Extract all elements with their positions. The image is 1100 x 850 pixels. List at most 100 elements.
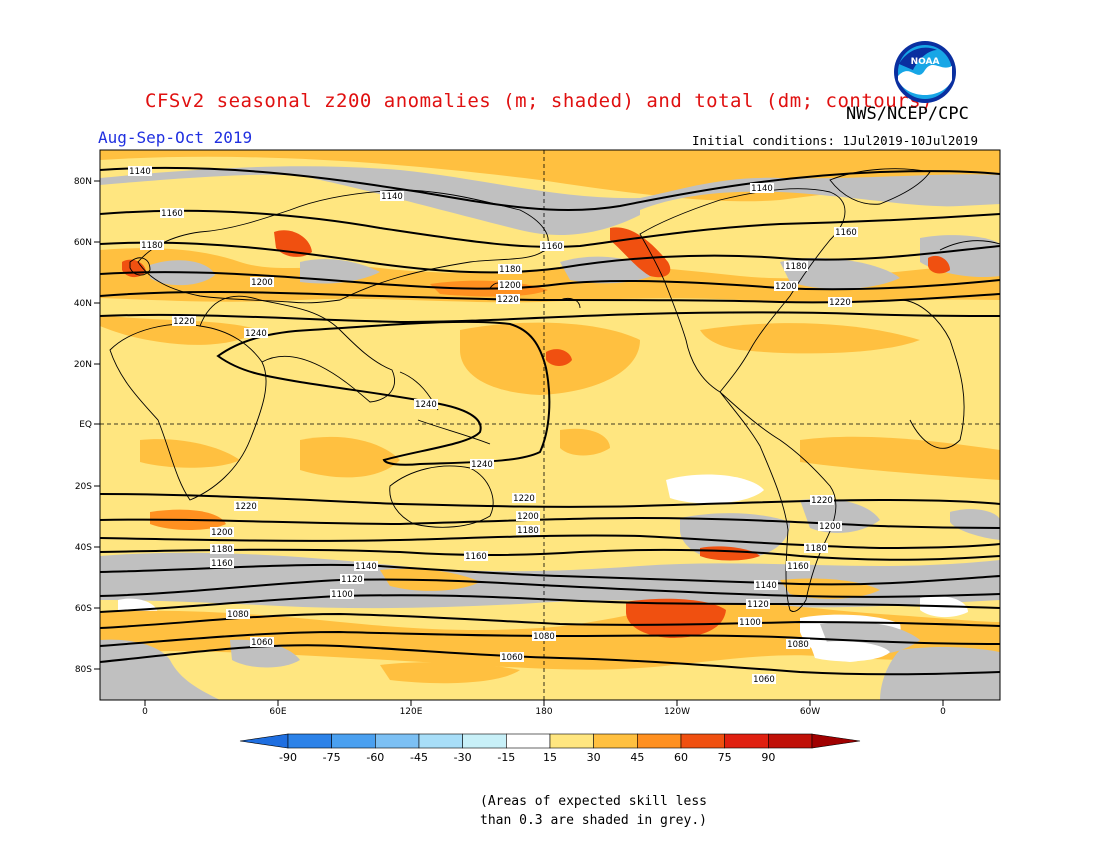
lon-labels: 0 60E 120E 180 120W 60W 0 (142, 707, 946, 717)
agency-label: NWS/NCEP/CPC (846, 104, 969, 124)
contour-label: 1240 (244, 328, 268, 339)
colorbar-tick-label: 15 (543, 751, 557, 764)
svg-text:1200: 1200 (517, 512, 539, 522)
contour-label: 1160 (464, 551, 488, 562)
colorbar-cell (768, 733, 813, 749)
svg-text:1160: 1160 (787, 562, 809, 572)
contour-label: 1160 (160, 208, 184, 219)
colorbar-arrow-left (239, 733, 289, 749)
colorbar-tick-label: -60 (366, 751, 384, 764)
contour-label: 1220 (810, 495, 834, 506)
contour-label: 1160 (540, 241, 564, 252)
svg-text:1240: 1240 (245, 329, 267, 339)
colorbar-tick-label: -90 (279, 751, 297, 764)
contour-label: 1200 (516, 511, 540, 522)
lon-label: 180 (535, 707, 552, 717)
lon-label: 0 (142, 707, 148, 717)
contour-label: 1080 (226, 609, 250, 620)
contour-label: 1100 (738, 617, 762, 628)
contour-label: 1200 (250, 277, 274, 288)
colorbar-tick-label: -75 (323, 751, 341, 764)
initial-conditions: Initial conditions: 1Jul2019-10Jul2019 (692, 133, 978, 148)
colorbar-cell (418, 733, 463, 749)
svg-text:1220: 1220 (235, 502, 257, 512)
lat-label: 20N (74, 360, 92, 370)
svg-text:1160: 1160 (541, 242, 563, 252)
lon-label: 120W (664, 707, 690, 717)
contour-label: 1080 (786, 639, 810, 650)
svg-text:1140: 1140 (129, 167, 151, 177)
height-contours (100, 166, 1000, 676)
contour-label: 1220 (512, 493, 536, 504)
contour-label: 1160 (210, 558, 234, 569)
svg-text:1060: 1060 (251, 638, 273, 648)
lat-label: 60S (75, 604, 92, 614)
skill-footnote: (Areas of expected skill less than 0.3 a… (480, 794, 707, 828)
chart-title: CFSv2 seasonal z200 anomalies (m; shaded… (145, 90, 933, 112)
noaa-logo-icon: NOAA (894, 41, 956, 103)
svg-text:1220: 1220 (829, 298, 851, 308)
svg-text:1060: 1060 (753, 675, 775, 685)
contour-label: 1200 (498, 280, 522, 291)
colorbar-cell (593, 733, 638, 749)
contour-label: 1060 (752, 674, 776, 685)
contour-label: 1200 (774, 281, 798, 292)
svg-text:1160: 1160 (161, 209, 183, 219)
colorbar-tick-label: 75 (718, 751, 732, 764)
colorbar-tick-label: 90 (761, 751, 775, 764)
colorbar-tick-label: -45 (410, 751, 428, 764)
colorbar-cell (680, 733, 725, 749)
colorbar-cell (462, 733, 507, 749)
svg-text:1180: 1180 (805, 544, 827, 554)
contour-label: 1240 (414, 399, 438, 410)
lon-label: 120E (400, 707, 423, 717)
contour-label: 1120 (746, 599, 770, 610)
svg-text:1140: 1140 (751, 184, 773, 194)
lat-labels: 80N 60N 40N 20N EQ 20S 40S 60S 80S (74, 177, 92, 675)
colorbar-tick-label: 45 (630, 751, 644, 764)
contour-label: 1180 (804, 543, 828, 554)
contour-label: 1060 (250, 637, 274, 648)
svg-text:1160: 1160 (465, 552, 487, 562)
colorbar-cell (549, 733, 594, 749)
contour-label: 1120 (340, 574, 364, 585)
contour-label: 1220 (828, 297, 852, 308)
svg-text:1080: 1080 (533, 632, 555, 642)
svg-text:1160: 1160 (211, 559, 233, 569)
svg-text:1180: 1180 (517, 526, 539, 536)
svg-text:1180: 1180 (499, 265, 521, 275)
contour-label: 1140 (750, 183, 774, 194)
svg-text:1120: 1120 (747, 600, 769, 610)
axis-ticks (94, 180, 944, 706)
lon-label: 60W (800, 707, 820, 717)
colorbar-cell (506, 733, 551, 749)
lat-label: 40S (75, 543, 92, 553)
colorbar-cell (724, 733, 769, 749)
svg-text:1080: 1080 (787, 640, 809, 650)
noaa-logo-text: NOAA (911, 57, 940, 67)
svg-text:1220: 1220 (513, 494, 535, 504)
lat-label: EQ (79, 420, 92, 430)
contour-label: 1140 (354, 561, 378, 572)
colorbar-tick-label: 30 (587, 751, 601, 764)
contour-label: 1180 (784, 261, 808, 272)
svg-text:1200: 1200 (819, 522, 841, 532)
lat-label: 40N (74, 299, 92, 309)
season-label: Aug-Sep-Oct 2019 (98, 128, 253, 147)
svg-text:1060: 1060 (501, 653, 523, 663)
colorbar-cell (637, 733, 682, 749)
contour-label: 1180 (140, 240, 164, 251)
contour-label: 1140 (380, 191, 404, 202)
lon-label: 60E (269, 707, 286, 717)
contour-label: 1180 (210, 544, 234, 555)
svg-text:1220: 1220 (173, 317, 195, 327)
contour-label: 1140 (128, 166, 152, 177)
svg-text:1200: 1200 (775, 282, 797, 292)
svg-text:1200: 1200 (211, 528, 233, 538)
contour-label: 1160 (786, 561, 810, 572)
contour-label: 1200 (818, 521, 842, 532)
svg-text:1220: 1220 (497, 295, 519, 305)
lat-label: 60N (74, 238, 92, 248)
colorbar-cell (375, 733, 420, 749)
